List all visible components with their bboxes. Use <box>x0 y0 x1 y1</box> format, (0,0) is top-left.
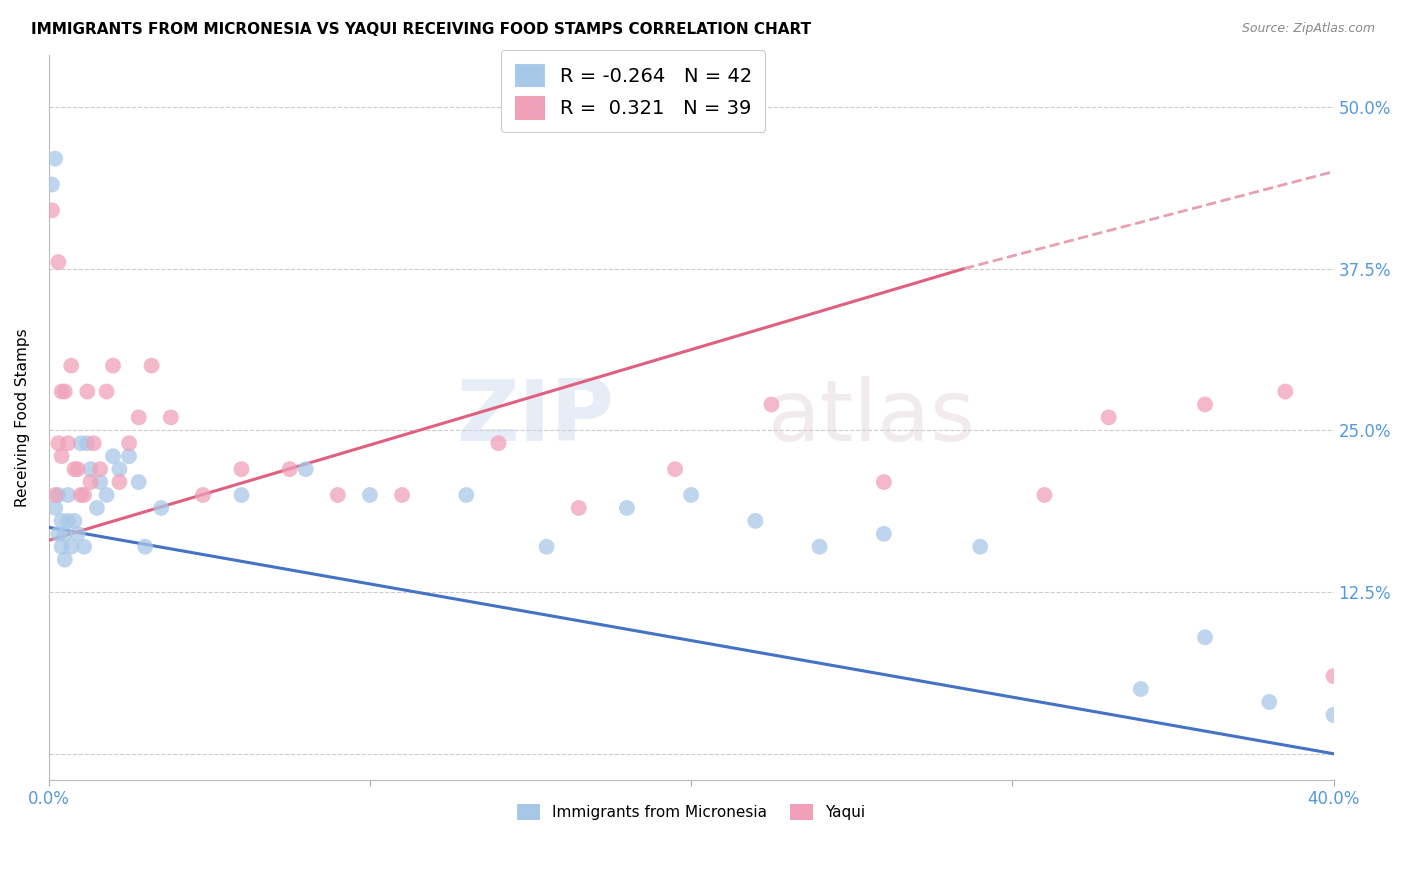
Point <box>1194 397 1216 411</box>
Point <box>191 488 214 502</box>
Point <box>108 475 131 489</box>
Point <box>41 203 63 218</box>
Text: IMMIGRANTS FROM MICRONESIA VS YAQUI RECEIVING FOOD STAMPS CORRELATION CHART: IMMIGRANTS FROM MICRONESIA VS YAQUI RECE… <box>31 22 811 37</box>
Point <box>83 436 105 450</box>
Point <box>1322 669 1344 683</box>
Point <box>51 514 73 528</box>
Point <box>536 540 558 554</box>
Point <box>44 152 66 166</box>
Point <box>1258 695 1281 709</box>
Point <box>231 488 253 502</box>
Point <box>873 475 896 489</box>
Point <box>294 462 316 476</box>
Point <box>63 462 86 476</box>
Point <box>231 462 253 476</box>
Point <box>664 462 686 476</box>
Point <box>51 540 73 554</box>
Point <box>70 488 93 502</box>
Point <box>616 500 638 515</box>
Point <box>53 384 76 399</box>
Point <box>456 488 478 502</box>
Point <box>48 255 70 269</box>
Point <box>486 436 509 450</box>
Legend: Immigrants from Micronesia, Yaqui: Immigrants from Micronesia, Yaqui <box>510 798 872 826</box>
Point <box>70 436 93 450</box>
Point <box>1129 681 1152 696</box>
Point <box>96 384 118 399</box>
Point <box>134 540 156 554</box>
Point <box>118 436 141 450</box>
Point <box>681 488 703 502</box>
Point <box>86 500 108 515</box>
Point <box>60 359 83 373</box>
Point <box>56 488 79 502</box>
Point <box>359 488 381 502</box>
Point <box>73 488 96 502</box>
Point <box>101 359 124 373</box>
Point <box>89 462 111 476</box>
Point <box>108 462 131 476</box>
Point <box>44 488 66 502</box>
Point <box>1322 707 1344 722</box>
Point <box>89 475 111 489</box>
Point <box>76 384 98 399</box>
Point <box>66 462 89 476</box>
Point <box>44 500 66 515</box>
Text: atlas: atlas <box>768 376 976 458</box>
Point <box>391 488 413 502</box>
Point <box>278 462 301 476</box>
Point <box>118 449 141 463</box>
Point <box>51 384 73 399</box>
Point <box>1033 488 1056 502</box>
Point <box>48 488 70 502</box>
Point <box>51 449 73 463</box>
Point <box>41 178 63 192</box>
Point <box>969 540 991 554</box>
Point <box>808 540 831 554</box>
Point <box>1194 630 1216 644</box>
Point <box>79 462 101 476</box>
Point <box>53 526 76 541</box>
Point <box>326 488 349 502</box>
Point <box>79 475 101 489</box>
Point <box>128 475 150 489</box>
Text: ZIP: ZIP <box>457 376 614 458</box>
Point <box>76 436 98 450</box>
Point <box>1098 410 1121 425</box>
Point <box>1274 384 1296 399</box>
Point <box>66 526 89 541</box>
Y-axis label: Receiving Food Stamps: Receiving Food Stamps <box>15 328 30 507</box>
Point <box>744 514 766 528</box>
Point <box>53 552 76 566</box>
Point <box>101 449 124 463</box>
Point <box>73 540 96 554</box>
Text: Source: ZipAtlas.com: Source: ZipAtlas.com <box>1241 22 1375 36</box>
Point <box>63 514 86 528</box>
Point <box>48 436 70 450</box>
Point <box>128 410 150 425</box>
Point <box>761 397 783 411</box>
Point <box>96 488 118 502</box>
Point <box>159 410 181 425</box>
Point <box>60 540 83 554</box>
Point <box>141 359 163 373</box>
Point <box>56 436 79 450</box>
Point <box>56 514 79 528</box>
Point <box>150 500 173 515</box>
Point <box>568 500 591 515</box>
Point <box>873 526 896 541</box>
Point <box>48 526 70 541</box>
